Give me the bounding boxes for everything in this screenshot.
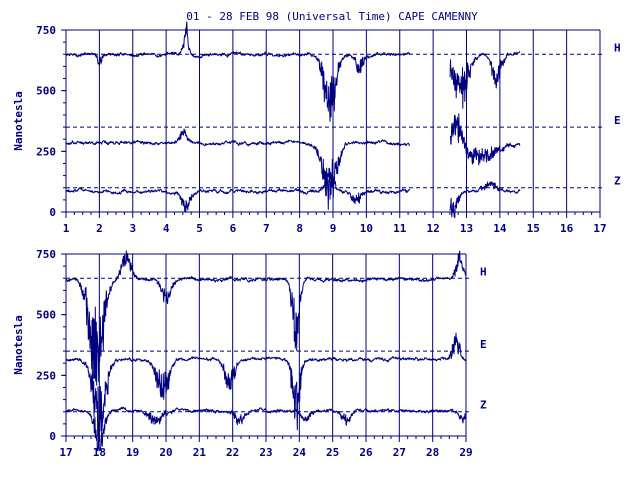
series-z-label: Z: [614, 175, 621, 188]
x-tick-label: 19: [126, 446, 139, 459]
series-z-label: Z: [480, 399, 487, 412]
x-tick-label: 11: [393, 222, 407, 235]
x-tick-label: 22: [226, 446, 239, 459]
x-tick-label: 28: [426, 446, 439, 459]
series-z-trace: [65, 167, 521, 219]
y-tick-label: 500: [36, 309, 56, 322]
y-tick-label: 250: [36, 145, 56, 158]
y-tick-label: 250: [36, 369, 56, 382]
y-tick-label: 0: [49, 206, 56, 219]
y-tick-label: 500: [36, 85, 56, 98]
series-h-label: H: [480, 265, 487, 278]
series-e-label: E: [614, 114, 621, 127]
y-axis-label: Nanotesla: [12, 315, 25, 375]
x-tick-label: 6: [230, 222, 237, 235]
x-tick-label: 26: [359, 446, 373, 459]
series-e-trace: [65, 113, 521, 210]
x-tick-label: 2: [96, 222, 103, 235]
y-axis-label: Nanotesla: [12, 91, 25, 151]
x-tick-label: 7: [263, 222, 270, 235]
panel-bottom: 17 18 19 20 21 22 23 24 25 26 27 28 29 0 250 500 750 Nano…: [12, 248, 487, 459]
x-tick-label: 13: [460, 222, 473, 235]
x-tick-label: 27: [393, 446, 406, 459]
series-h-trace: [65, 250, 467, 386]
x-tick-label: 20: [159, 446, 172, 459]
x-tick-label: 17: [59, 446, 72, 459]
x-tick-label: 24: [293, 446, 307, 459]
x-tick-label: 4: [163, 222, 170, 235]
x-tick-label: 16: [560, 222, 574, 235]
x-tick-label: 21: [193, 446, 207, 459]
chart-title: 01 - 28 FEB 98 (Universal Time) CAPE CAM…: [186, 10, 478, 23]
series-e-trace: [65, 332, 467, 446]
x-tick-label: 9: [330, 222, 337, 235]
x-tick-label: 29: [459, 446, 472, 459]
x-tick-label: 17: [593, 222, 606, 235]
panel-top: 1 2 3 4 5 6 7 8 9 10 11 12 13 14 15 16 170250500750Nanot…: [12, 21, 621, 235]
x-tick-label: 10: [360, 222, 373, 235]
y-tick-label: 750: [36, 248, 56, 261]
x-tick-label: 14: [493, 222, 507, 235]
x-tick-label: 5: [196, 222, 203, 235]
x-tick-label: 18: [93, 446, 106, 459]
x-tick-label: 23: [259, 446, 272, 459]
x-tick-label: 15: [527, 222, 540, 235]
series-h-trace: [65, 21, 521, 122]
x-tick-label: 3: [129, 222, 136, 235]
series-h-label: H: [614, 41, 621, 54]
x-tick-label: 8: [296, 222, 303, 235]
series-z-trace: [65, 406, 467, 452]
x-tick-label: 25: [326, 446, 339, 459]
x-tick-label: 12: [427, 222, 440, 235]
y-tick-label: 750: [36, 24, 56, 37]
y-tick-label: 0: [49, 430, 56, 443]
series-e-label: E: [480, 338, 487, 351]
x-tick-label: 1: [63, 222, 70, 235]
